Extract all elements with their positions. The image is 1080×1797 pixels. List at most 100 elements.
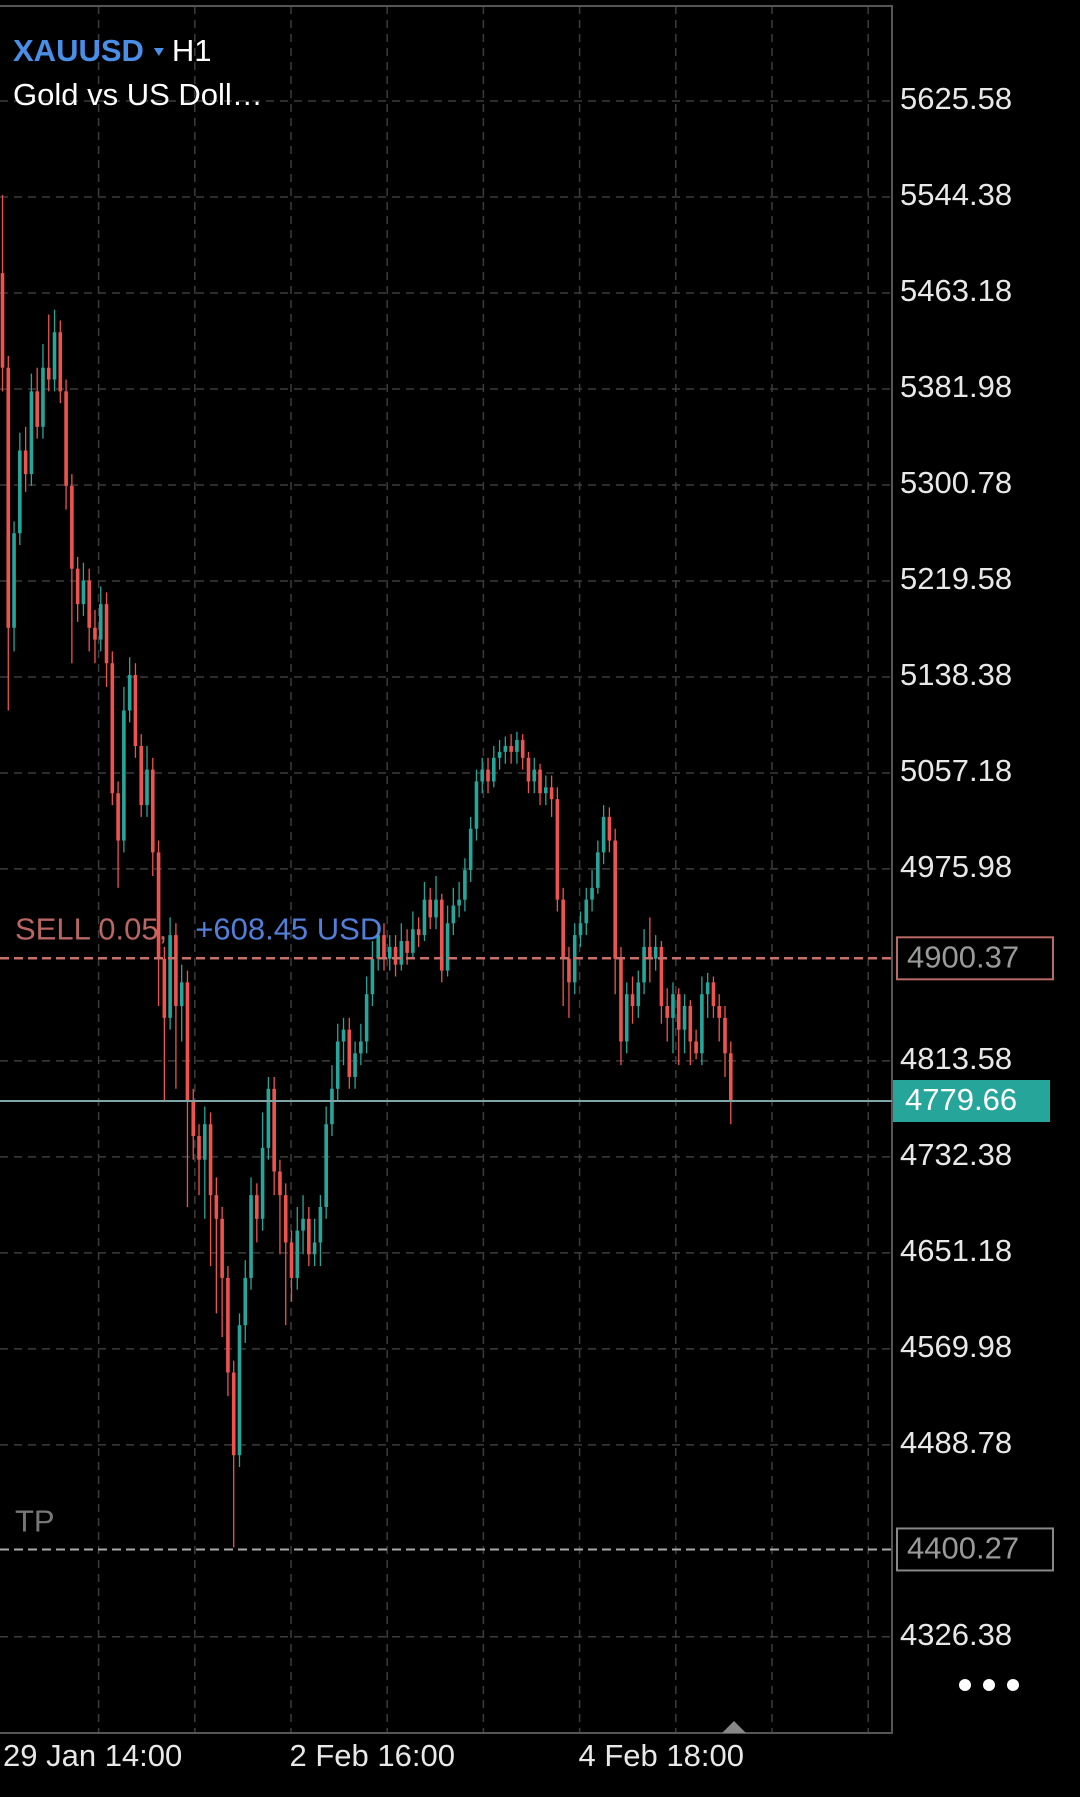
candle-body [497, 751, 502, 758]
y-tick-label: 5138.38 [900, 657, 1012, 692]
candle-body [728, 1053, 733, 1101]
candle-body [110, 663, 115, 794]
candle-body [64, 391, 68, 486]
candle-body [12, 533, 16, 628]
candle-body [255, 1195, 259, 1219]
y-tick-label: 4569.98 [900, 1329, 1012, 1364]
candle-body [607, 816, 612, 841]
candle-body [145, 769, 149, 806]
candle-body [116, 793, 120, 841]
candle-body [353, 1053, 357, 1077]
subtitle: Gold vs US Doll… [13, 77, 263, 112]
candle-body [260, 1147, 265, 1219]
candle-body [520, 740, 525, 758]
symbol-dropdown[interactable] [153, 48, 164, 56]
candle-body [0, 273, 5, 368]
candle-body [318, 1206, 323, 1243]
candle-body [278, 1171, 282, 1196]
candle-body [52, 332, 57, 380]
candle-body [671, 994, 675, 1018]
candle-body [439, 899, 444, 971]
candle-body [659, 946, 664, 1007]
more-menu[interactable] [959, 1679, 1019, 1691]
candle-body [596, 852, 600, 888]
candle-body [642, 946, 646, 983]
candle-body [208, 1124, 213, 1196]
candle-body [335, 1041, 340, 1089]
candle-body [492, 757, 496, 782]
candle-body [203, 1124, 207, 1160]
candle-body [226, 1277, 230, 1373]
candle-body [35, 391, 39, 427]
candle-body [197, 1136, 201, 1160]
candle-body [578, 923, 583, 936]
candle-body [214, 1195, 219, 1219]
timeframe[interactable]: H1 [172, 33, 212, 68]
candle-body [532, 769, 537, 782]
candle-body [231, 1372, 236, 1456]
dot [1007, 1679, 1019, 1691]
candle-body [127, 675, 132, 711]
y-tick-label: 5463.18 [900, 273, 1012, 308]
candle-body [422, 899, 427, 936]
candle-body [191, 1100, 196, 1137]
candle-body [700, 994, 704, 1054]
x-tick-label: 4 Feb 18:00 [579, 1738, 744, 1773]
order-label: SELL 0.05, [15, 911, 167, 946]
candle-body [416, 929, 421, 936]
candle-body [457, 899, 461, 906]
candle-body [376, 935, 380, 959]
candle-body [561, 899, 565, 959]
candle-body [387, 946, 392, 959]
scroll-marker[interactable] [722, 1721, 746, 1733]
candle-body [364, 994, 369, 1042]
candle-body [174, 935, 178, 1007]
candle-body [526, 757, 531, 782]
candle-body [538, 769, 542, 794]
y-tick-label: 4813.58 [900, 1041, 1012, 1076]
tp-label: TP [15, 1504, 55, 1539]
candle-body [266, 1088, 271, 1148]
candle-body [168, 935, 172, 1018]
order-profit: +608.45 USD [195, 911, 382, 946]
candle-body [58, 332, 63, 392]
candle-body [23, 450, 28, 475]
candle-body [41, 367, 45, 427]
tp-price-label: 4400.27 [907, 1531, 1019, 1566]
y-tick-label: 5544.38 [900, 177, 1012, 212]
candle-body [307, 1218, 311, 1255]
candle-body [515, 740, 519, 752]
candle-body [399, 941, 404, 965]
candle-body [139, 745, 144, 806]
y-tick-label: 5300.78 [900, 465, 1012, 500]
candle-body [133, 675, 138, 746]
candle-body [544, 787, 548, 794]
candle-body [122, 710, 126, 841]
candle-body [648, 946, 652, 959]
candle-body [688, 1006, 693, 1042]
candle-body [359, 1041, 363, 1054]
candle-body [590, 887, 594, 900]
candle-body [330, 1088, 334, 1125]
x-tick-label: 2 Feb 16:00 [290, 1738, 455, 1773]
candle-body [249, 1195, 253, 1278]
candle-body [549, 787, 554, 800]
y-tick-label: 4975.98 [900, 849, 1012, 884]
candle-body [463, 870, 467, 900]
candle-body [601, 816, 606, 853]
y-tick-label: 5219.58 [900, 561, 1012, 596]
candle-body [503, 745, 508, 752]
candle-body [486, 769, 490, 782]
candle-body [382, 935, 386, 959]
candle-body [283, 1195, 288, 1243]
current-price-box [893, 1079, 1050, 1122]
candle-body [46, 367, 51, 380]
candle-body [682, 1006, 687, 1030]
candle-body [70, 485, 74, 569]
candle-body [630, 994, 635, 1007]
candle-body [445, 923, 450, 971]
y-tick-label: 4488.78 [900, 1425, 1012, 1460]
symbol[interactable]: XAUUSD [13, 33, 144, 68]
